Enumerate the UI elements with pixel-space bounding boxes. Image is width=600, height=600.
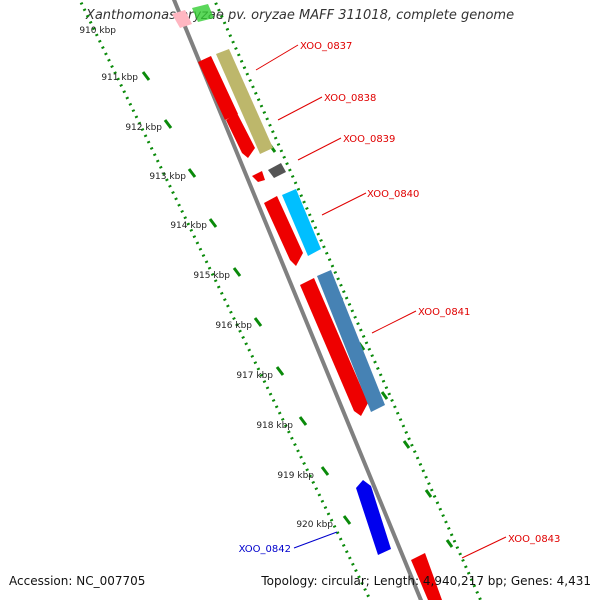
callout-line bbox=[293, 531, 338, 549]
inner-strand-track bbox=[78, 0, 372, 600]
gene-label-XOO_0843[interactable]: XOO_0843 bbox=[508, 534, 560, 545]
callout-line bbox=[461, 536, 507, 559]
outer-strand-track bbox=[212, 0, 483, 600]
ruler-label: 917 kbp bbox=[236, 371, 273, 381]
gene-callouts bbox=[255, 44, 507, 559]
callout-line bbox=[321, 192, 367, 216]
ruler-tick bbox=[298, 416, 308, 426]
callout-line bbox=[277, 96, 323, 121]
ruler-tick bbox=[187, 168, 197, 178]
ruler-tick bbox=[320, 466, 330, 476]
outer-track-tick bbox=[380, 391, 389, 400]
gene-cyan-0840[interactable] bbox=[282, 189, 321, 256]
ruler-tick bbox=[342, 515, 352, 525]
ruler-tick bbox=[275, 366, 285, 376]
gene-features bbox=[172, 4, 442, 600]
gene-steel-0841[interactable] bbox=[317, 270, 385, 412]
gene-red-0840[interactable] bbox=[264, 196, 303, 266]
outer-track-tick bbox=[402, 440, 411, 449]
gene-red-0841[interactable] bbox=[300, 278, 368, 416]
ruler-tick bbox=[208, 218, 218, 228]
outer-track-tick bbox=[445, 539, 454, 548]
ruler-label: 915 kbp bbox=[193, 271, 230, 281]
ruler-ticks bbox=[141, 71, 454, 548]
gene-red-0843[interactable] bbox=[411, 553, 442, 600]
gene-label-XOO_0838[interactable]: XOO_0838 bbox=[324, 93, 376, 104]
gene-red-0837[interactable] bbox=[198, 56, 238, 120]
gene-label-XOO_0842[interactable]: XOO_0842 bbox=[239, 544, 291, 555]
callout-line bbox=[297, 137, 342, 161]
ruler-label: 913 kbp bbox=[149, 172, 186, 182]
gene-blue-0842[interactable] bbox=[356, 480, 391, 555]
gene-label-XOO_0837[interactable]: XOO_0837 bbox=[300, 41, 352, 52]
gene-red-0838[interactable] bbox=[226, 113, 255, 158]
ruler-tick bbox=[253, 317, 263, 327]
callout-line bbox=[371, 310, 417, 334]
ruler-label: 919 kbp bbox=[277, 471, 314, 481]
ruler-label: 916 kbp bbox=[215, 321, 252, 331]
genome-backbone bbox=[171, 0, 424, 600]
gene-label-XOO_0840[interactable]: XOO_0840 bbox=[367, 189, 419, 200]
ruler-tick bbox=[141, 71, 151, 81]
gene-partial-pink[interactable] bbox=[172, 10, 192, 28]
ruler-label: 912 kbp bbox=[125, 123, 162, 133]
map-title: Xanthomonas oryzae pv. oryzae MAFF 31101… bbox=[85, 8, 515, 23]
ruler-label: 920 kbp bbox=[296, 520, 333, 530]
gene-olive-0837[interactable] bbox=[216, 49, 273, 154]
gene-partial-green[interactable] bbox=[192, 4, 214, 22]
ruler-labels: 910 kbp 911 kbp 912 kbp 913 kbp 914 kbp … bbox=[79, 26, 333, 530]
genome-summary-text: Topology: circular; Length: 4,940,217 bp… bbox=[261, 574, 591, 588]
callout-line bbox=[255, 44, 299, 71]
gene-label-XOO_0841[interactable]: XOO_0841 bbox=[418, 307, 470, 318]
gene-red-0839[interactable] bbox=[252, 171, 265, 182]
gene-labels: XOO_0837 XOO_0838 XOO_0839 XOO_0840 XOO_… bbox=[239, 41, 561, 555]
ruler-tick bbox=[232, 267, 242, 277]
ruler-label: 914 kbp bbox=[170, 221, 207, 231]
outer-track-tick bbox=[424, 489, 433, 498]
ruler-tick bbox=[163, 119, 173, 129]
gene-darkgray-0839[interactable] bbox=[268, 163, 286, 178]
gene-label-XOO_0839[interactable]: XOO_0839 bbox=[343, 134, 395, 145]
ruler-label: 918 kbp bbox=[256, 421, 293, 431]
ruler-label: 911 kbp bbox=[101, 73, 138, 83]
ruler-label: 910 kbp bbox=[79, 26, 116, 36]
accession-text: Accession: NC_007705 bbox=[9, 574, 146, 588]
